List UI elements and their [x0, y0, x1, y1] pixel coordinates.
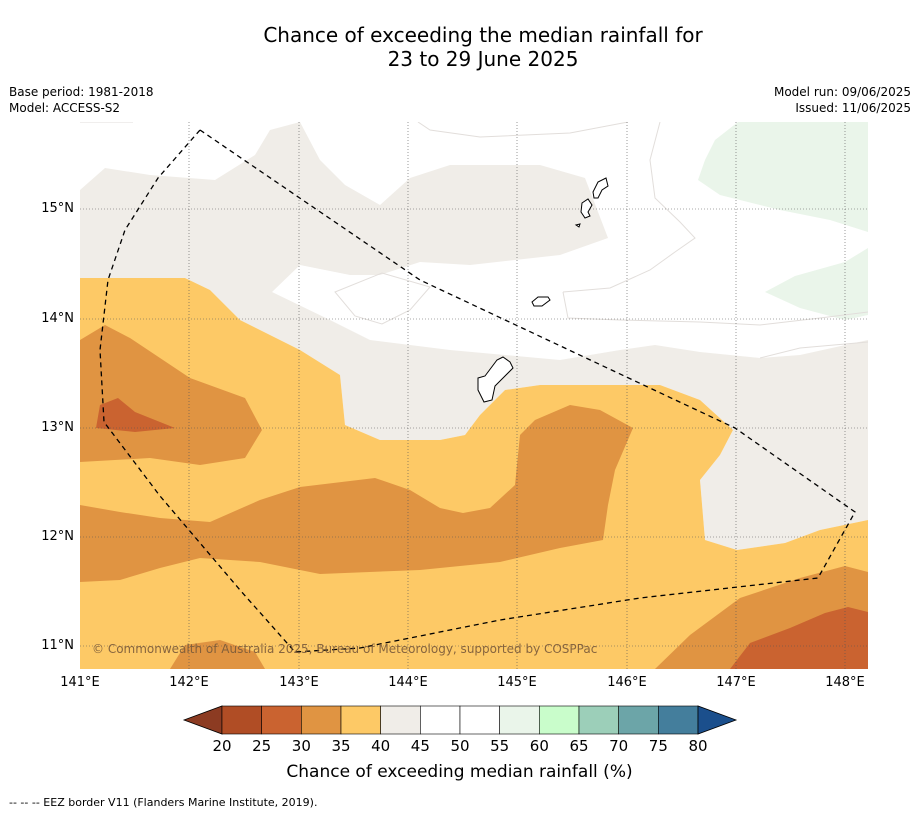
eez-border	[99, 129, 856, 653]
colorbar-bin-70	[618, 705, 659, 735]
colorbar	[182, 705, 738, 735]
colorbar-tick-30: 30	[291, 737, 311, 755]
lat-label-15: 15°N	[41, 201, 74, 216]
contour-lines	[80, 122, 868, 359]
model-run: Model run: 09/06/2025	[773, 85, 911, 99]
lon-label-142: 142°E	[169, 675, 209, 690]
island-aguijan	[574, 223, 581, 228]
island-tinian	[580, 198, 593, 219]
colorbar-tick-45: 45	[410, 737, 430, 755]
colorbar-bin-30	[301, 705, 342, 735]
contour-25-30-west	[96, 398, 175, 432]
colorbar-arrow-high	[697, 705, 738, 735]
lat-label-14: 14°N	[41, 311, 74, 326]
colorbar-tick-55: 55	[490, 737, 510, 755]
colorbar-bin-50	[459, 705, 500, 735]
colorbar-tick-40: 40	[371, 737, 391, 755]
island-guam	[477, 356, 514, 403]
lon-label-146: 146°E	[607, 675, 647, 690]
lon-label-148: 148°E	[825, 675, 865, 690]
graticule	[80, 122, 868, 669]
copyright-text: © Commonwealth of Australia 2025, Bureau…	[92, 642, 597, 656]
colorbar-tick-50: 50	[450, 737, 470, 755]
island-rota	[531, 296, 551, 307]
colorbar-tick-65: 65	[569, 737, 589, 755]
colorbar-tick-70: 70	[609, 737, 629, 755]
lon-label-144: 144°E	[388, 675, 428, 690]
contour-25-30-se	[730, 607, 868, 669]
colorbar-bin-40	[380, 705, 421, 735]
lon-label-143: 143°E	[279, 675, 319, 690]
contour-35-40	[80, 278, 868, 669]
contour-55-60-e	[765, 248, 868, 320]
colorbar-bin-65	[578, 705, 619, 735]
colorbar-bin-35	[340, 705, 381, 735]
colorbar-bin-75	[658, 705, 699, 735]
lon-label-145: 145°E	[497, 675, 537, 690]
probability-contours	[80, 122, 868, 669]
lon-label-147: 147°E	[716, 675, 756, 690]
colorbar-bin-45	[420, 705, 461, 735]
contour-30-35-s	[170, 640, 265, 669]
issued-date: Issued: 11/06/2025	[795, 101, 911, 115]
lat-label-11: 11°N	[41, 638, 74, 653]
colorbar-tick-80: 80	[688, 737, 708, 755]
contour-40-45	[80, 122, 868, 550]
lat-label-13: 13°N	[41, 420, 74, 435]
islands	[477, 177, 609, 403]
colorbar-tick-75: 75	[648, 737, 668, 755]
colorbar-arrow-low	[182, 705, 223, 735]
colorbar-bin-60	[539, 705, 580, 735]
base-period: Base period: 1981-2018	[9, 85, 154, 99]
eez-legend-note: -- -- -- EEZ border V11 (Flanders Marine…	[9, 796, 318, 809]
lat-label-12: 12°N	[41, 529, 74, 544]
contour-55-60-ne	[698, 122, 868, 232]
map-title-line1: Chance of exceeding the median rainfall …	[263, 23, 703, 47]
colorbar-bin-55	[499, 705, 540, 735]
contour-30-35-band	[80, 405, 633, 582]
map-title-line2: 23 to 29 June 2025	[387, 47, 579, 71]
model-name: Model: ACCESS-S2	[9, 101, 121, 115]
colorbar-label: Chance of exceeding median rainfall (%)	[286, 762, 633, 782]
lon-label-141: 141°E	[60, 675, 100, 690]
colorbar-tick-60: 60	[529, 737, 549, 755]
island-saipan	[592, 177, 609, 199]
colorbar-bin-25	[261, 705, 302, 735]
colorbar-tick-25: 25	[252, 737, 272, 755]
colorbar-bin-20	[221, 705, 262, 735]
colorbar-tick-35: 35	[331, 737, 351, 755]
colorbar-tick-20: 20	[212, 737, 232, 755]
